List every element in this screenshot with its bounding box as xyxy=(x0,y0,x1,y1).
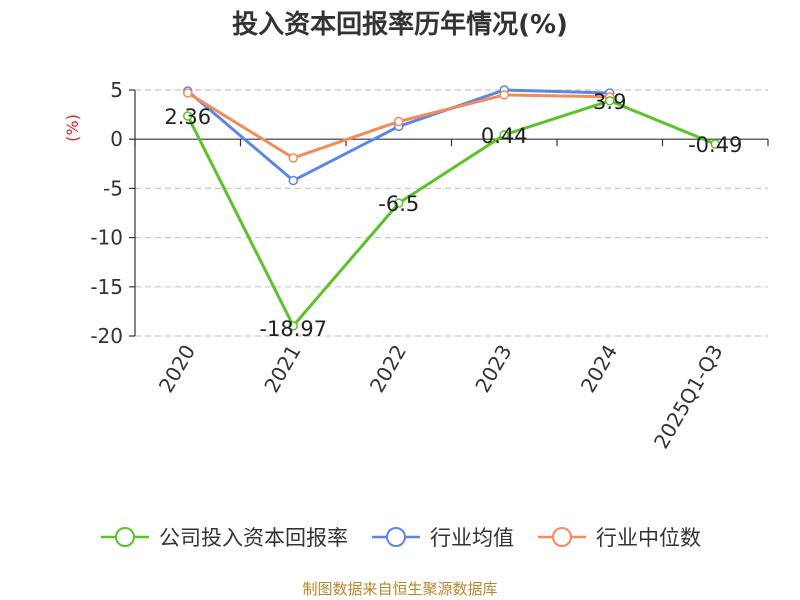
x-tick-label: 2022 xyxy=(365,341,411,397)
line-chart: 5 0 -5 -10 -15 -20 (%) 2020 2021 2022 2023 2024 2025… xyxy=(63,78,769,453)
legend-item: 行业均值 xyxy=(370,522,514,552)
y-tick-label: -10 xyxy=(90,226,123,250)
data-point xyxy=(605,96,615,106)
source-note: 制图数据来自恒生聚源数据库 xyxy=(302,580,498,598)
legend-item: 公司投入资本回报率 xyxy=(99,522,348,552)
data-point xyxy=(499,90,509,100)
data-point xyxy=(288,153,298,163)
x-tick-label: 2024 xyxy=(576,341,622,397)
y-axis-label: (%) xyxy=(63,114,82,142)
data-labels: 2.36 -18.97 -6.5 0.44 3.9 -0.49 xyxy=(164,90,742,341)
x-tick-label: 2021 xyxy=(259,341,305,397)
series-lines xyxy=(186,88,716,328)
data-point xyxy=(288,321,298,331)
data-point xyxy=(183,111,193,121)
y-tick-label: -5 xyxy=(103,176,123,200)
data-label: -18.97 xyxy=(259,317,327,341)
legend-label: 行业均值 xyxy=(430,526,514,550)
data-point xyxy=(394,198,404,208)
legend-item: 行业中位数 xyxy=(536,522,701,552)
gridlines xyxy=(135,89,768,337)
legend-marker-icon xyxy=(101,527,149,547)
legend: 公司投入资本回报率 行业均值 行业中位数 xyxy=(0,520,800,554)
x-tick-label: 2023 xyxy=(470,341,516,397)
x-tick-label: 2020 xyxy=(154,341,200,397)
data-point xyxy=(183,88,193,98)
data-label: 2.36 xyxy=(164,105,211,129)
series-line-0 xyxy=(186,99,716,328)
y-tick-label: 5 xyxy=(110,78,123,102)
chart-title: 投入资本回报率历年情况(%) xyxy=(232,10,568,40)
legend-label: 行业中位数 xyxy=(596,526,701,550)
x-tick-label: 2025Q1-Q3 xyxy=(649,341,728,453)
data-label: -6.5 xyxy=(378,192,419,216)
legend-marker-icon xyxy=(538,527,586,547)
axes: 5 0 -5 -10 -15 -20 (%) 2020 2021 2022 2023 2024 2025… xyxy=(63,78,769,453)
data-point xyxy=(394,116,404,127)
data-label: -0.49 xyxy=(688,133,742,157)
data-point xyxy=(288,175,298,186)
data-points xyxy=(183,85,720,331)
legend-marker-icon xyxy=(372,527,420,547)
y-tick-label: 0 xyxy=(110,127,123,151)
data-point xyxy=(710,139,720,149)
data-point xyxy=(499,130,509,140)
y-tick-label: -20 xyxy=(90,324,123,348)
series-line-1 xyxy=(186,88,610,183)
y-tick-label: -15 xyxy=(90,275,123,299)
legend-label: 公司投入资本回报率 xyxy=(159,526,348,550)
data-label: 3.9 xyxy=(593,90,626,114)
data-label: 0.44 xyxy=(481,124,528,148)
